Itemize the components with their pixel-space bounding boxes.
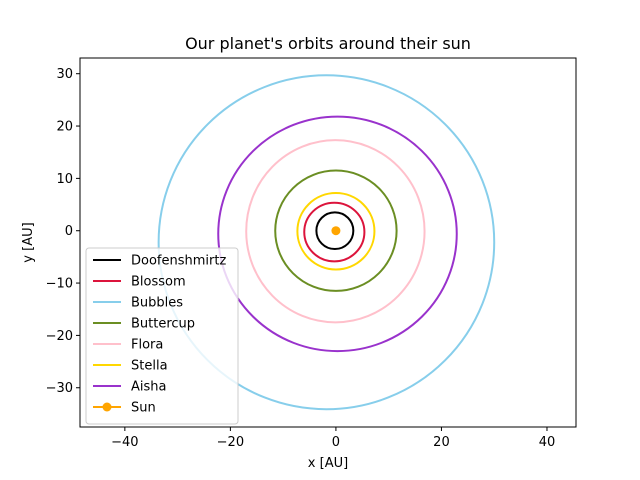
legend-label-doofenshmirtz: Doofenshmirtz: [131, 254, 226, 269]
buttercup-orbit: [274, 169, 398, 292]
y-tick-label: 30: [56, 67, 73, 82]
plot-area: [79, 57, 577, 428]
legend-label-blossom: Blossom: [131, 275, 186, 290]
sun-marker: [331, 226, 341, 236]
x-tick-label: −20: [217, 435, 244, 450]
y-tick-label: −10: [46, 277, 73, 292]
y-tick-label: 10: [56, 172, 73, 187]
doofenshmirtz-orbit: [315, 211, 355, 251]
legend-label-sun: Sun: [131, 401, 156, 416]
blossom-orbit: [303, 201, 366, 263]
y-tick-label: 20: [56, 120, 73, 135]
x-tick-label: 0: [332, 435, 340, 450]
aisha-orbit: [217, 115, 458, 353]
legend: Doofenshmirtz Blossom Bubbles Buttercup Flor…: [85, 247, 239, 425]
legend-box: [85, 247, 239, 425]
plot-frame: [79, 57, 577, 428]
legend-label-buttercup: Buttercup: [131, 317, 195, 332]
chart-title: Our planet's orbits around their sun: [185, 34, 471, 53]
y-axis: −30 −20 −10 0 10 20 30: [46, 67, 80, 396]
legend-label-stella: Stella: [131, 359, 168, 374]
legend-label-bubbles: Bubbles: [131, 296, 183, 311]
legend-label-flora: Flora: [131, 338, 163, 353]
legend-marker-sun: [102, 402, 112, 412]
stella-orbit: [296, 192, 376, 271]
bubbles-orbit: [157, 74, 496, 411]
y-tick-label: −30: [46, 381, 73, 396]
x-axis: −40 −20 0 20 40: [111, 427, 555, 450]
x-tick-label: −40: [111, 435, 138, 450]
flora-orbit: [245, 139, 426, 324]
y-axis-label: y [AU]: [21, 222, 36, 262]
x-tick-label: 20: [433, 435, 450, 450]
orbit-series-group: [157, 74, 496, 411]
y-tick-label: −20: [46, 329, 73, 344]
legend-label-aisha: Aisha: [131, 380, 166, 395]
x-axis-label: x [AU]: [308, 456, 348, 471]
y-tick-label: 0: [65, 224, 73, 239]
x-tick-label: 40: [539, 435, 556, 450]
